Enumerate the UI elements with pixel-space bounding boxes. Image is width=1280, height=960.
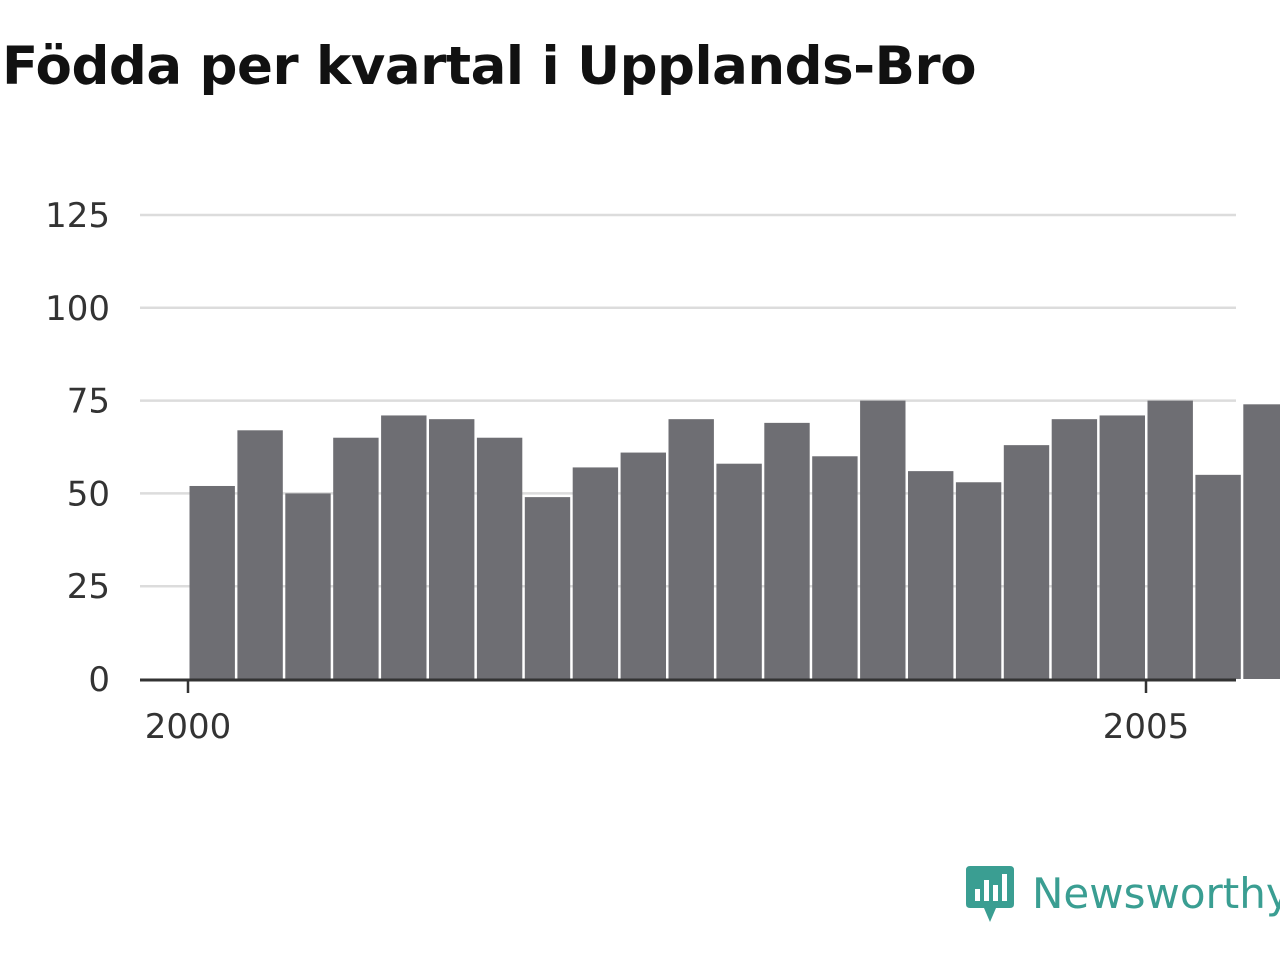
bar: [524, 497, 571, 679]
newsworthy-logo: Newsworthy: [964, 864, 1280, 924]
x-tick-label: 2005: [1103, 707, 1190, 747]
bar: [955, 482, 1002, 679]
y-tick-label: 25: [67, 567, 110, 607]
bar: [1099, 415, 1145, 679]
y-tick-label: 125: [45, 196, 110, 236]
bar: [237, 430, 283, 679]
bar: [189, 485, 235, 679]
y-tick-label: 100: [45, 289, 110, 329]
bar: [716, 463, 762, 679]
bar: [1147, 400, 1193, 679]
bar: [476, 437, 523, 679]
bar: [572, 467, 619, 679]
x-axis-ticks: 200020052010201520202025: [145, 681, 1190, 747]
bar: [429, 419, 475, 679]
y-tick-label: 75: [67, 382, 110, 422]
bar: [764, 422, 810, 679]
bar: [908, 471, 954, 679]
bar: [1195, 474, 1241, 679]
bars: [189, 400, 1280, 679]
logo-text: Newsworthy: [1032, 869, 1280, 918]
chart-title: Födda per kvartal i Upplands-Bro: [2, 36, 977, 97]
bar: [1003, 445, 1050, 679]
x-tick-label: 2000: [145, 707, 232, 747]
y-tick-label: 0: [88, 660, 110, 700]
bar: [333, 437, 379, 679]
bar: [620, 452, 666, 679]
bar: [381, 415, 427, 679]
bar: [668, 419, 714, 679]
bar: [812, 456, 858, 679]
bar: [1051, 419, 1098, 679]
bar: [285, 493, 331, 679]
bar: [860, 400, 906, 679]
newsworthy-logo-icon: [966, 866, 1014, 922]
y-axis-ticks: 0 25 50 75 100 125: [45, 196, 110, 700]
bar: [1243, 404, 1280, 679]
y-tick-label: 50: [67, 474, 110, 514]
